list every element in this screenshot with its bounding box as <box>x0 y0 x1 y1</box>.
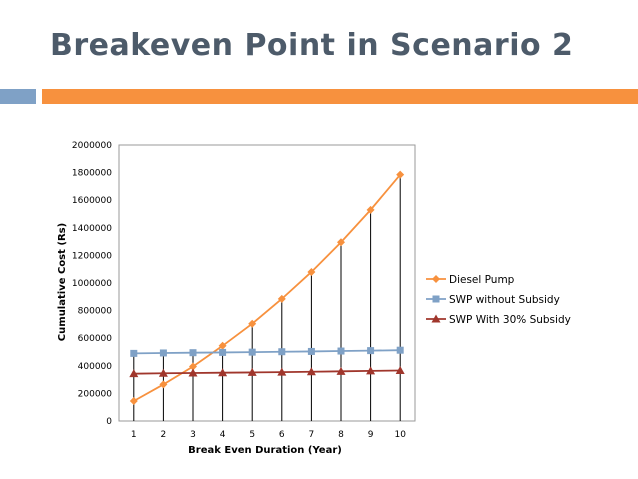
slide-title: Breakeven Point in Scenario 2 <box>50 28 574 63</box>
legend-item: SWP without Subsidy <box>426 294 560 306</box>
series-swp-with-30-subsidy <box>129 365 405 378</box>
legend-label: SWP With 30% Subsidy <box>449 314 571 326</box>
data-point <box>129 396 138 405</box>
data-point <box>307 347 315 355</box>
y-tick-label: 0 <box>106 417 112 427</box>
y-tick-label: 800000 <box>78 307 113 317</box>
plot-area <box>118 144 416 422</box>
data-point <box>307 267 316 276</box>
x-tick-label: 5 <box>249 430 255 440</box>
data-point <box>218 341 227 350</box>
series-line <box>133 369 401 375</box>
y-tick-label: 1400000 <box>72 224 112 234</box>
data-point <box>336 366 346 375</box>
series-line <box>133 174 401 402</box>
data-point <box>277 294 286 303</box>
x-tick-label: 3 <box>190 430 196 440</box>
data-point <box>431 314 441 323</box>
x-axis-ticks: 1 2 3 4 5 6 7 8 9 10 <box>131 430 406 440</box>
data-point <box>189 349 197 357</box>
data-point <box>367 347 375 355</box>
x-tick-label: 1 <box>131 430 137 440</box>
series-diesel-pump <box>129 170 405 405</box>
legend-label: Diesel Pump <box>449 274 515 286</box>
data-point <box>277 367 287 376</box>
data-point <box>248 319 257 328</box>
data-point <box>337 347 345 355</box>
x-tick-label: 7 <box>309 430 315 440</box>
series-swp-without-subsidy <box>130 346 404 357</box>
y-tick-label: 1200000 <box>72 251 112 261</box>
series-line <box>133 349 401 355</box>
data-point <box>395 365 405 374</box>
series-group <box>129 170 405 405</box>
data-point <box>306 367 316 376</box>
y-tick-label: 1800000 <box>72 169 112 179</box>
data-point <box>219 348 227 356</box>
accent-bar-orange <box>42 89 638 104</box>
y-tick-label: 2000000 <box>72 141 112 151</box>
data-point <box>432 295 440 303</box>
data-point <box>247 367 257 376</box>
data-point <box>188 368 198 377</box>
data-point <box>129 369 139 378</box>
y-tick-label: 600000 <box>78 334 113 344</box>
data-point <box>337 238 345 247</box>
data-point <box>432 275 440 283</box>
legend-label: SWP without Subsidy <box>449 294 560 306</box>
plot-border <box>118 144 416 422</box>
data-point <box>218 368 228 377</box>
x-tick-label: 10 <box>394 430 406 440</box>
legend-item: Diesel Pump <box>426 274 515 286</box>
x-axis-title: Break Even Duration (Year) <box>188 445 342 456</box>
legend-item: SWP With 30% Subsidy <box>426 314 571 326</box>
y-tick-label: 1000000 <box>72 279 112 289</box>
data-point <box>366 205 375 214</box>
data-point <box>130 349 138 357</box>
data-point <box>396 170 405 179</box>
y-tick-label: 1600000 <box>72 196 112 206</box>
y-tick-label: 400000 <box>78 362 113 372</box>
data-point <box>159 349 167 357</box>
data-point <box>248 348 256 356</box>
drop-lines <box>133 174 401 421</box>
x-tick-label: 2 <box>161 430 167 440</box>
data-point <box>189 362 197 371</box>
data-point <box>158 368 168 377</box>
y-tick-label: 200000 <box>78 389 113 399</box>
data-point <box>366 366 376 375</box>
y-axis-ticks: 0 200000 400000 600000 800000 1000000 1200000 1… <box>72 141 112 427</box>
y-axis-title: Cumulative Cost (Rs) <box>57 223 68 341</box>
x-tick-label: 8 <box>338 430 344 440</box>
data-point <box>159 380 168 389</box>
x-tick-label: 4 <box>220 430 226 440</box>
data-point <box>396 346 404 354</box>
legend: Diesel Pump SWP without Subsidy SWP With 3… <box>426 274 571 326</box>
accent-bar-blue <box>0 89 36 104</box>
x-tick-label: 6 <box>279 430 285 440</box>
x-tick-label: 9 <box>368 430 374 440</box>
data-point <box>278 348 286 356</box>
